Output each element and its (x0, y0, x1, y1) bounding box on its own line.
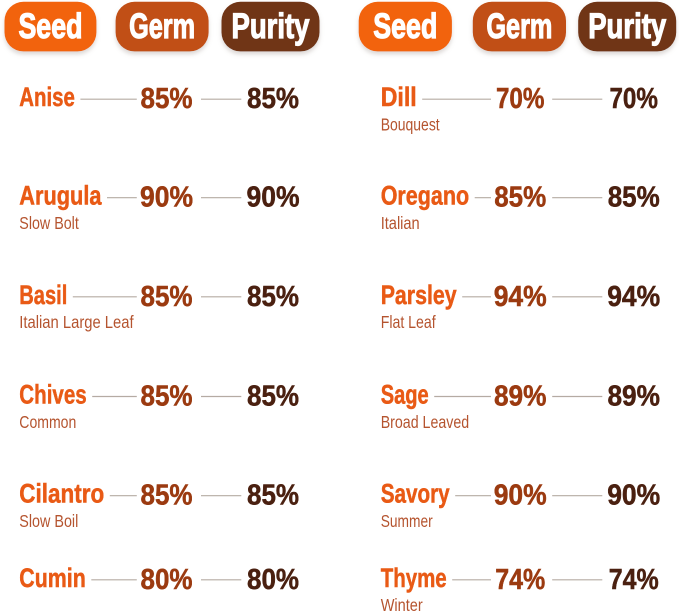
svg-text:Oregano: Oregano (381, 181, 470, 211)
svg-text:Chives: Chives (19, 380, 86, 410)
svg-text:Thyme: Thyme (381, 563, 447, 593)
svg-text:74%: 74% (495, 564, 545, 596)
svg-text:Italian Large Leaf: Italian Large Leaf (19, 312, 133, 332)
svg-text:90%: 90% (140, 182, 193, 214)
svg-text:70%: 70% (496, 83, 545, 115)
svg-text:90%: 90% (247, 182, 300, 214)
svg-text:Slow Bolt: Slow Bolt (19, 213, 79, 233)
svg-text:Purity: Purity (588, 7, 666, 46)
svg-text:Basil: Basil (19, 280, 67, 310)
svg-text:Broad Leaved: Broad Leaved (381, 412, 470, 432)
svg-text:Winter: Winter (381, 595, 423, 612)
svg-text:90%: 90% (494, 480, 547, 512)
svg-text:85%: 85% (494, 182, 546, 214)
svg-text:85%: 85% (247, 381, 299, 413)
svg-text:70%: 70% (609, 83, 658, 115)
svg-text:74%: 74% (609, 564, 659, 596)
svg-text:Summer: Summer (381, 511, 433, 531)
svg-text:85%: 85% (608, 182, 660, 214)
svg-text:Germ: Germ (486, 7, 552, 46)
svg-text:Bouquest: Bouquest (381, 115, 440, 135)
svg-text:Cumin: Cumin (19, 563, 86, 593)
svg-text:Purity: Purity (232, 7, 310, 46)
svg-text:90%: 90% (607, 480, 660, 512)
svg-text:Savory: Savory (381, 479, 450, 509)
svg-text:85%: 85% (247, 480, 299, 512)
svg-text:Seed: Seed (18, 7, 82, 46)
svg-text:85%: 85% (141, 480, 193, 512)
svg-text:Anise: Anise (19, 82, 75, 112)
svg-text:94%: 94% (494, 281, 547, 313)
svg-text:85%: 85% (247, 83, 299, 115)
svg-text:80%: 80% (247, 564, 299, 596)
svg-text:Arugula: Arugula (19, 181, 102, 211)
svg-text:85%: 85% (141, 83, 193, 115)
svg-text:89%: 89% (494, 381, 547, 413)
svg-text:85%: 85% (247, 281, 299, 313)
svg-text:Parsley: Parsley (381, 280, 457, 310)
svg-text:Seed: Seed (373, 7, 437, 46)
svg-text:85%: 85% (141, 381, 193, 413)
svg-text:Sage: Sage (381, 380, 429, 410)
svg-text:80%: 80% (141, 564, 193, 596)
svg-text:Germ: Germ (129, 7, 195, 46)
svg-text:Slow Boil: Slow Boil (19, 511, 78, 531)
svg-text:Italian: Italian (381, 213, 420, 233)
svg-text:Dill: Dill (381, 82, 417, 112)
svg-text:Cilantro: Cilantro (19, 479, 104, 509)
svg-text:85%: 85% (141, 281, 193, 313)
svg-text:Flat Leaf: Flat Leaf (381, 312, 436, 332)
svg-text:94%: 94% (607, 281, 660, 313)
svg-text:Common: Common (19, 412, 76, 432)
svg-text:89%: 89% (607, 381, 660, 413)
